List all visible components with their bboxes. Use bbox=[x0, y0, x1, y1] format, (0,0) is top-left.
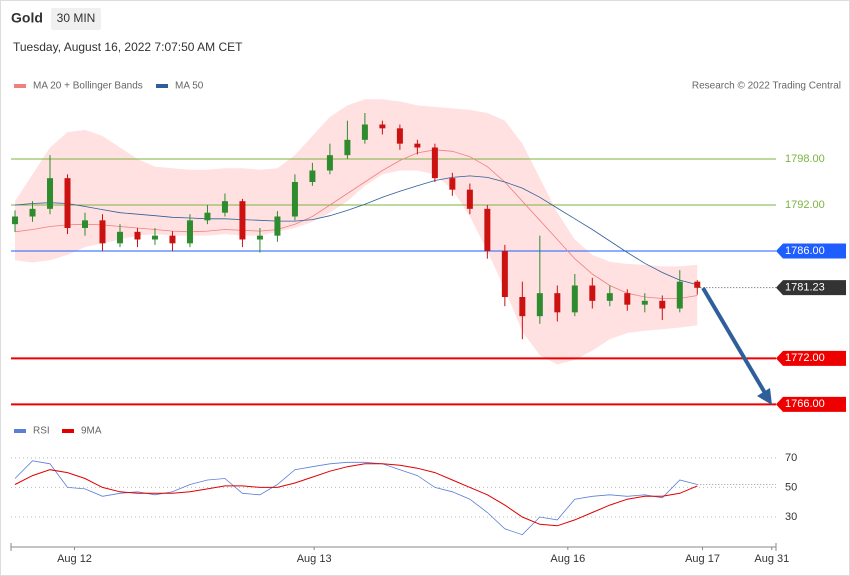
legend-label: MA 20 + Bollinger Bands bbox=[33, 81, 143, 92]
x-tick-label: Aug 17 bbox=[685, 553, 720, 565]
forecast-arrow bbox=[701, 286, 767, 395]
candle-body bbox=[151, 235, 158, 240]
candle-body bbox=[47, 178, 54, 209]
legend-swatch bbox=[62, 429, 74, 433]
candle-body bbox=[291, 182, 298, 217]
candle-body bbox=[361, 124, 368, 140]
x-tick-label: Aug 13 bbox=[297, 553, 332, 565]
candle-body bbox=[29, 208, 36, 217]
level-label: 1798.00 bbox=[785, 153, 825, 165]
candle-body bbox=[396, 128, 403, 144]
current-price-tag bbox=[776, 280, 846, 296]
candle-body bbox=[676, 281, 683, 309]
candle-body bbox=[309, 170, 316, 182]
x-tick-label: Aug 31 bbox=[754, 553, 789, 565]
legend-swatch bbox=[14, 84, 26, 88]
candle-body bbox=[344, 139, 351, 156]
candle-body bbox=[519, 297, 526, 317]
candle-body bbox=[221, 201, 228, 213]
legend-swatch bbox=[156, 84, 168, 88]
candle-body bbox=[449, 178, 456, 190]
bollinger-band bbox=[15, 99, 698, 365]
legend-label: RSI bbox=[33, 426, 50, 437]
candle-body bbox=[274, 216, 281, 236]
x-tick-label: Aug 16 bbox=[550, 553, 585, 565]
candle-body bbox=[431, 147, 438, 179]
candle-body bbox=[484, 208, 491, 251]
level-label: 1766.00 bbox=[785, 398, 825, 410]
current-price-label: 1781.23 bbox=[785, 281, 825, 293]
legend-label: 9MA bbox=[81, 426, 102, 437]
candle-body bbox=[536, 293, 543, 317]
legend-swatch bbox=[14, 429, 26, 433]
timestamp: Tuesday, August 16, 2022 7:07:50 AM CET bbox=[13, 40, 243, 54]
level-label: 1786.00 bbox=[785, 245, 825, 257]
rsi-line bbox=[14, 463, 698, 527]
interval-box bbox=[51, 8, 101, 30]
candle-body bbox=[326, 155, 333, 171]
candle-body bbox=[379, 124, 386, 129]
legend-label: MA 50 bbox=[175, 81, 204, 92]
candle-body bbox=[554, 293, 561, 313]
ma20-line bbox=[14, 149, 698, 299]
candle-body bbox=[659, 300, 666, 309]
interval: 30 MIN bbox=[57, 11, 96, 25]
level-label: 1792.00 bbox=[785, 199, 825, 211]
candle-body bbox=[186, 220, 193, 244]
credit: Research © 2022 Trading Central bbox=[692, 81, 841, 92]
candle-body bbox=[641, 300, 648, 305]
candle-body bbox=[606, 293, 613, 301]
forecast-arrowhead bbox=[757, 388, 772, 405]
candle-body bbox=[204, 212, 211, 221]
candle-body bbox=[501, 251, 508, 297]
candle-body bbox=[64, 178, 71, 228]
candle-body bbox=[81, 220, 88, 228]
level-tag bbox=[776, 243, 846, 259]
rsi-tick-label: 50 bbox=[785, 481, 797, 493]
ma50-line bbox=[14, 175, 698, 286]
candle-body bbox=[169, 235, 176, 244]
candle-body bbox=[414, 143, 421, 148]
candle-body bbox=[116, 231, 123, 244]
candle-body bbox=[694, 281, 701, 288]
x-tick-label: Aug 12 bbox=[57, 553, 92, 565]
candle-body bbox=[256, 235, 263, 240]
rsi-tick-label: 30 bbox=[785, 511, 797, 523]
candle-body bbox=[589, 285, 596, 301]
level-tag bbox=[776, 396, 846, 412]
candle-body bbox=[466, 189, 473, 209]
symbol: Gold bbox=[11, 10, 43, 26]
candle-body bbox=[239, 201, 246, 240]
candle-body bbox=[12, 216, 19, 225]
candle-body bbox=[134, 231, 141, 240]
candle-body bbox=[571, 285, 578, 313]
level-label: 1772.00 bbox=[785, 352, 825, 364]
candle-body bbox=[624, 293, 631, 305]
level-tag bbox=[776, 350, 846, 366]
rsi-tick-label: 70 bbox=[785, 452, 797, 464]
candle-body bbox=[99, 220, 106, 244]
